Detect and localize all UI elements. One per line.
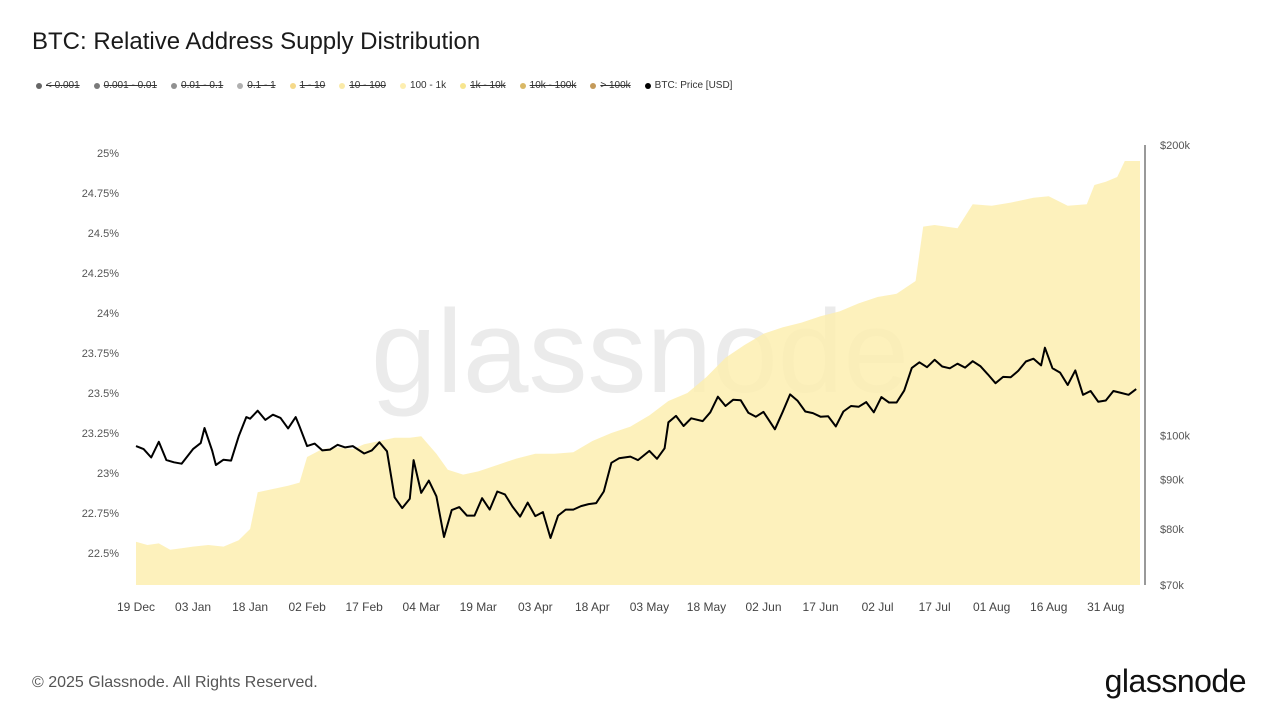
chart-title: BTC: Relative Address Supply Distributio… [32, 28, 481, 55]
legend-dot-icon [460, 82, 467, 89]
legend-dot-icon [289, 82, 296, 89]
left-axis-tick-label: 24.5% [88, 228, 119, 240]
legend-dot-icon [590, 82, 597, 89]
x-axis-tick-label: 02 Feb [288, 600, 326, 614]
legend: < 0.001 0.001 - 0.01 0.01 - 0.1 0.1 - 1 1 - … [36, 80, 746, 91]
right-axis-tick-label: $80k [1160, 524, 1184, 536]
legend-label: 0.001 - 0.01 [103, 80, 158, 91]
legend-label: 10 - 100 [349, 80, 386, 91]
legend-label: 0.01 - 0.1 [181, 80, 224, 91]
x-axis-tick-label: 03 May [630, 600, 669, 614]
legend-label: 1k - 10k [470, 80, 506, 91]
x-axis-tick-label: 31 Aug [1087, 600, 1124, 614]
x-axis-tick-label: 02 Jun [745, 600, 781, 614]
legend-item[interactable]: 100 - 1k [399, 80, 447, 91]
legend-label: < 0.001 [46, 80, 80, 91]
x-axis-tick-label: 16 Aug [1030, 600, 1067, 614]
x-axis-tick-label: 19 Mar [460, 600, 497, 614]
legend-dot-icon [519, 82, 526, 89]
x-axis-tick-label: 17 Jul [919, 600, 951, 614]
legend-label: 1 - 10 [299, 80, 326, 91]
right-axis-tick-label: $200k [1160, 140, 1190, 152]
x-axis-tick-label: 01 Aug [973, 600, 1010, 614]
left-axis-tick-label: 23.75% [82, 348, 120, 360]
legend-label: 0.1 - 1 [247, 80, 276, 91]
x-axis-tick-label: 17 Feb [346, 600, 384, 614]
legend-dot-icon [237, 82, 244, 89]
left-axis-tick-label: 24% [97, 308, 119, 320]
legend-item[interactable]: 10k - 100k [519, 80, 577, 91]
x-axis-tick-label: 18 May [687, 600, 726, 614]
price-layer [135, 346, 1137, 539]
left-axis-tick-label: 23% [97, 468, 119, 480]
legend-item[interactable]: 0.1 - 1 [237, 80, 276, 91]
x-axis-tick-label: 19 Dec [117, 600, 155, 614]
legend-dot-icon [644, 82, 651, 89]
x-axis: 19 Dec 03 Jan 18 Jan 02 Feb 17 Feb 04 Mar 19 M… [117, 600, 1124, 614]
copyright-footer: © 2025 Glassnode. All Rights Reserved. [32, 674, 318, 691]
x-axis-tick-label: 02 Jul [862, 600, 894, 614]
x-axis-tick-label: 18 Apr [575, 600, 610, 614]
legend-item[interactable]: > 100k [590, 80, 631, 91]
left-axis-tick-label: 25% [97, 148, 119, 160]
legend-item[interactable]: < 0.001 [36, 80, 80, 91]
legend-dot-icon [399, 82, 406, 89]
legend-item[interactable]: 0.001 - 0.01 [93, 80, 158, 91]
legend-item[interactable]: 1 - 10 [289, 80, 326, 91]
left-axis-tick-label: 23.5% [88, 388, 119, 400]
left-axis-tick-label: 24.25% [82, 268, 120, 280]
legend-label: 10k - 100k [529, 80, 577, 91]
right-axis-tick-label: $70k [1160, 580, 1184, 592]
x-axis-tick-label: 04 Mar [403, 600, 440, 614]
brand-logo[interactable]: glassnode [1104, 663, 1247, 699]
legend-dot-icon [93, 82, 100, 89]
left-axis-tick-label: 22.75% [82, 508, 120, 520]
left-axis-tick-label: 24.75% [82, 188, 120, 200]
legend-item[interactable]: 0.01 - 0.1 [171, 80, 223, 91]
right-axis-tick-label: $90k [1160, 475, 1184, 487]
legend-item[interactable]: 1k - 10k [460, 80, 506, 91]
x-axis-tick-label: 03 Apr [518, 600, 553, 614]
legend-label: 100 - 1k [409, 80, 447, 91]
x-axis-tick-label: 17 Jun [803, 600, 839, 614]
legend-item[interactable]: BTC: Price [USD] [644, 80, 733, 91]
legend-dot-icon [36, 82, 42, 89]
supply-area-series [136, 161, 1140, 585]
legend-dot-icon [171, 82, 178, 89]
right-axis: $70k $80k $90k $100k $200k [1144, 140, 1190, 592]
right-axis-tick-label: $100k [1160, 431, 1190, 443]
left-axis: 22.5% 22.75% 23% 23.25% 23.5% 23.75% 24% 24.25%… [82, 148, 120, 560]
legend-label: > 100k [600, 80, 631, 91]
left-axis-tick-label: 23.25% [82, 428, 120, 440]
x-axis-tick-label: 18 Jan [232, 600, 268, 614]
legend-dot-icon [339, 82, 346, 89]
legend-label: BTC: Price [USD] [654, 80, 733, 91]
x-axis-tick-label: 03 Jan [175, 600, 211, 614]
legend-item[interactable]: 10 - 100 [339, 80, 386, 91]
left-axis-tick-label: 22.5% [88, 548, 119, 560]
price-line-series [135, 346, 1137, 539]
area-layer [136, 161, 1140, 585]
